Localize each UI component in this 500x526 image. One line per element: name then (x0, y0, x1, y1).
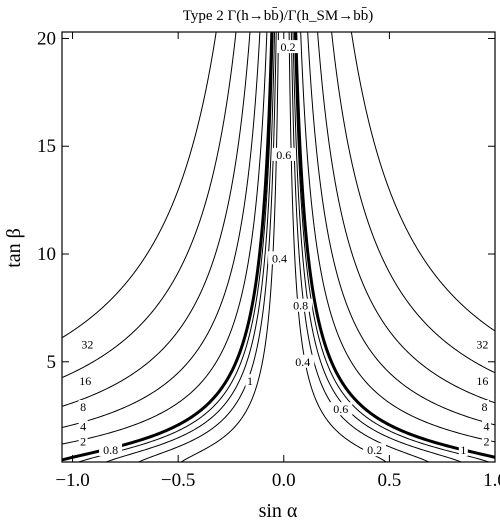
contour-label: 1 (247, 374, 253, 388)
x-tick-label: 1.0 (483, 470, 500, 491)
contour-label-bg (482, 419, 492, 433)
contour-label: 16 (79, 374, 91, 388)
contour-lines (62, 32, 495, 462)
plot-frame (61, 31, 496, 463)
contour-label: 0.2 (281, 40, 296, 54)
x-tick-label: 0.5 (378, 470, 402, 491)
contour-line (300, 32, 495, 443)
contour-line (317, 32, 495, 404)
contour-label: 2 (484, 435, 490, 449)
x-axis-ticks: −1.0 −0.5 0.0 0.5 1.0 (55, 32, 500, 491)
contour-label-bg (363, 443, 387, 457)
contour-label-bg (78, 400, 88, 414)
contour-label: 2 (80, 435, 86, 449)
contour-label-bg (289, 298, 313, 312)
y-tick-label: 20 (37, 28, 56, 49)
contour-label-bg (99, 443, 123, 457)
x-axis-label: sin α (259, 500, 298, 522)
contour-label: 0.6 (333, 402, 348, 416)
contour-line (294, 32, 495, 459)
x-tick-label: −1.0 (55, 470, 89, 491)
contour-label: 0.8 (103, 443, 118, 457)
contour-label: 0.6 (276, 148, 291, 162)
contour-line (288, 32, 387, 462)
contour-label-bg (245, 374, 255, 388)
y-tick-label: 15 (37, 136, 56, 157)
contour-labels: 0.2 0.6 0.4 0.8 0.4 1 0.6 0.2 1 0.8 2 4 8 16 32 2 4 8 16 32 (77, 40, 492, 457)
contour-label-bg (329, 402, 353, 416)
contour-line (62, 32, 251, 407)
contour-label: 0.8 (293, 299, 308, 313)
contour-label-bg (479, 400, 489, 414)
contour-label-bg (268, 251, 292, 265)
contour-label-bg (474, 374, 491, 388)
contour-label-bg (78, 419, 88, 433)
contour-line (350, 32, 495, 332)
contour-label: 4 (80, 419, 86, 433)
contour-line (180, 32, 279, 462)
contour-line (292, 32, 462, 462)
contour-line (62, 32, 268, 445)
contour-label-bg (78, 434, 88, 448)
contour-label: 0.2 (367, 443, 382, 457)
x-tick-label: −0.5 (161, 470, 195, 491)
contour-label: 32 (81, 338, 93, 352)
contour-line (307, 32, 495, 426)
contour-label-bg (79, 337, 96, 351)
contour-label: 0.4 (272, 251, 287, 265)
contour-label-bg (474, 337, 491, 351)
contour-label: 8 (80, 400, 86, 414)
contour-label-bg (77, 374, 94, 388)
contour-label-bg (458, 443, 468, 457)
y-axis-ticks: 5 10 15 20 (37, 28, 495, 373)
contour-line (293, 32, 489, 462)
contour-line (290, 32, 429, 462)
contour-label: 4 (484, 419, 490, 433)
chart-title: Type 2 Γ(h→bb̄)/Γ(h_SM→bb̄) (183, 8, 373, 24)
contour-line (138, 32, 277, 462)
contour-line (78, 32, 274, 462)
contour-line (331, 32, 495, 374)
y-axis-label: tan β (3, 228, 25, 268)
contour-label: 1 (460, 443, 466, 457)
contour-label-bg (276, 40, 300, 54)
contour-line (62, 32, 274, 462)
contour-label: 8 (481, 400, 487, 414)
contour-line (62, 32, 237, 379)
contour-line (62, 32, 217, 339)
y-tick-label: 5 (47, 352, 57, 373)
contour-line (106, 32, 276, 462)
contour-label: 0.4 (295, 355, 310, 369)
contour-label-bg (291, 354, 315, 368)
contour-label-bg (482, 434, 492, 448)
contour-line (62, 32, 261, 429)
contour-label-bg (272, 147, 296, 161)
y-tick-label: 10 (37, 244, 56, 265)
contour-label: 32 (476, 338, 488, 352)
contour-label: 16 (476, 374, 488, 388)
x-tick-label: 0.0 (272, 470, 296, 491)
